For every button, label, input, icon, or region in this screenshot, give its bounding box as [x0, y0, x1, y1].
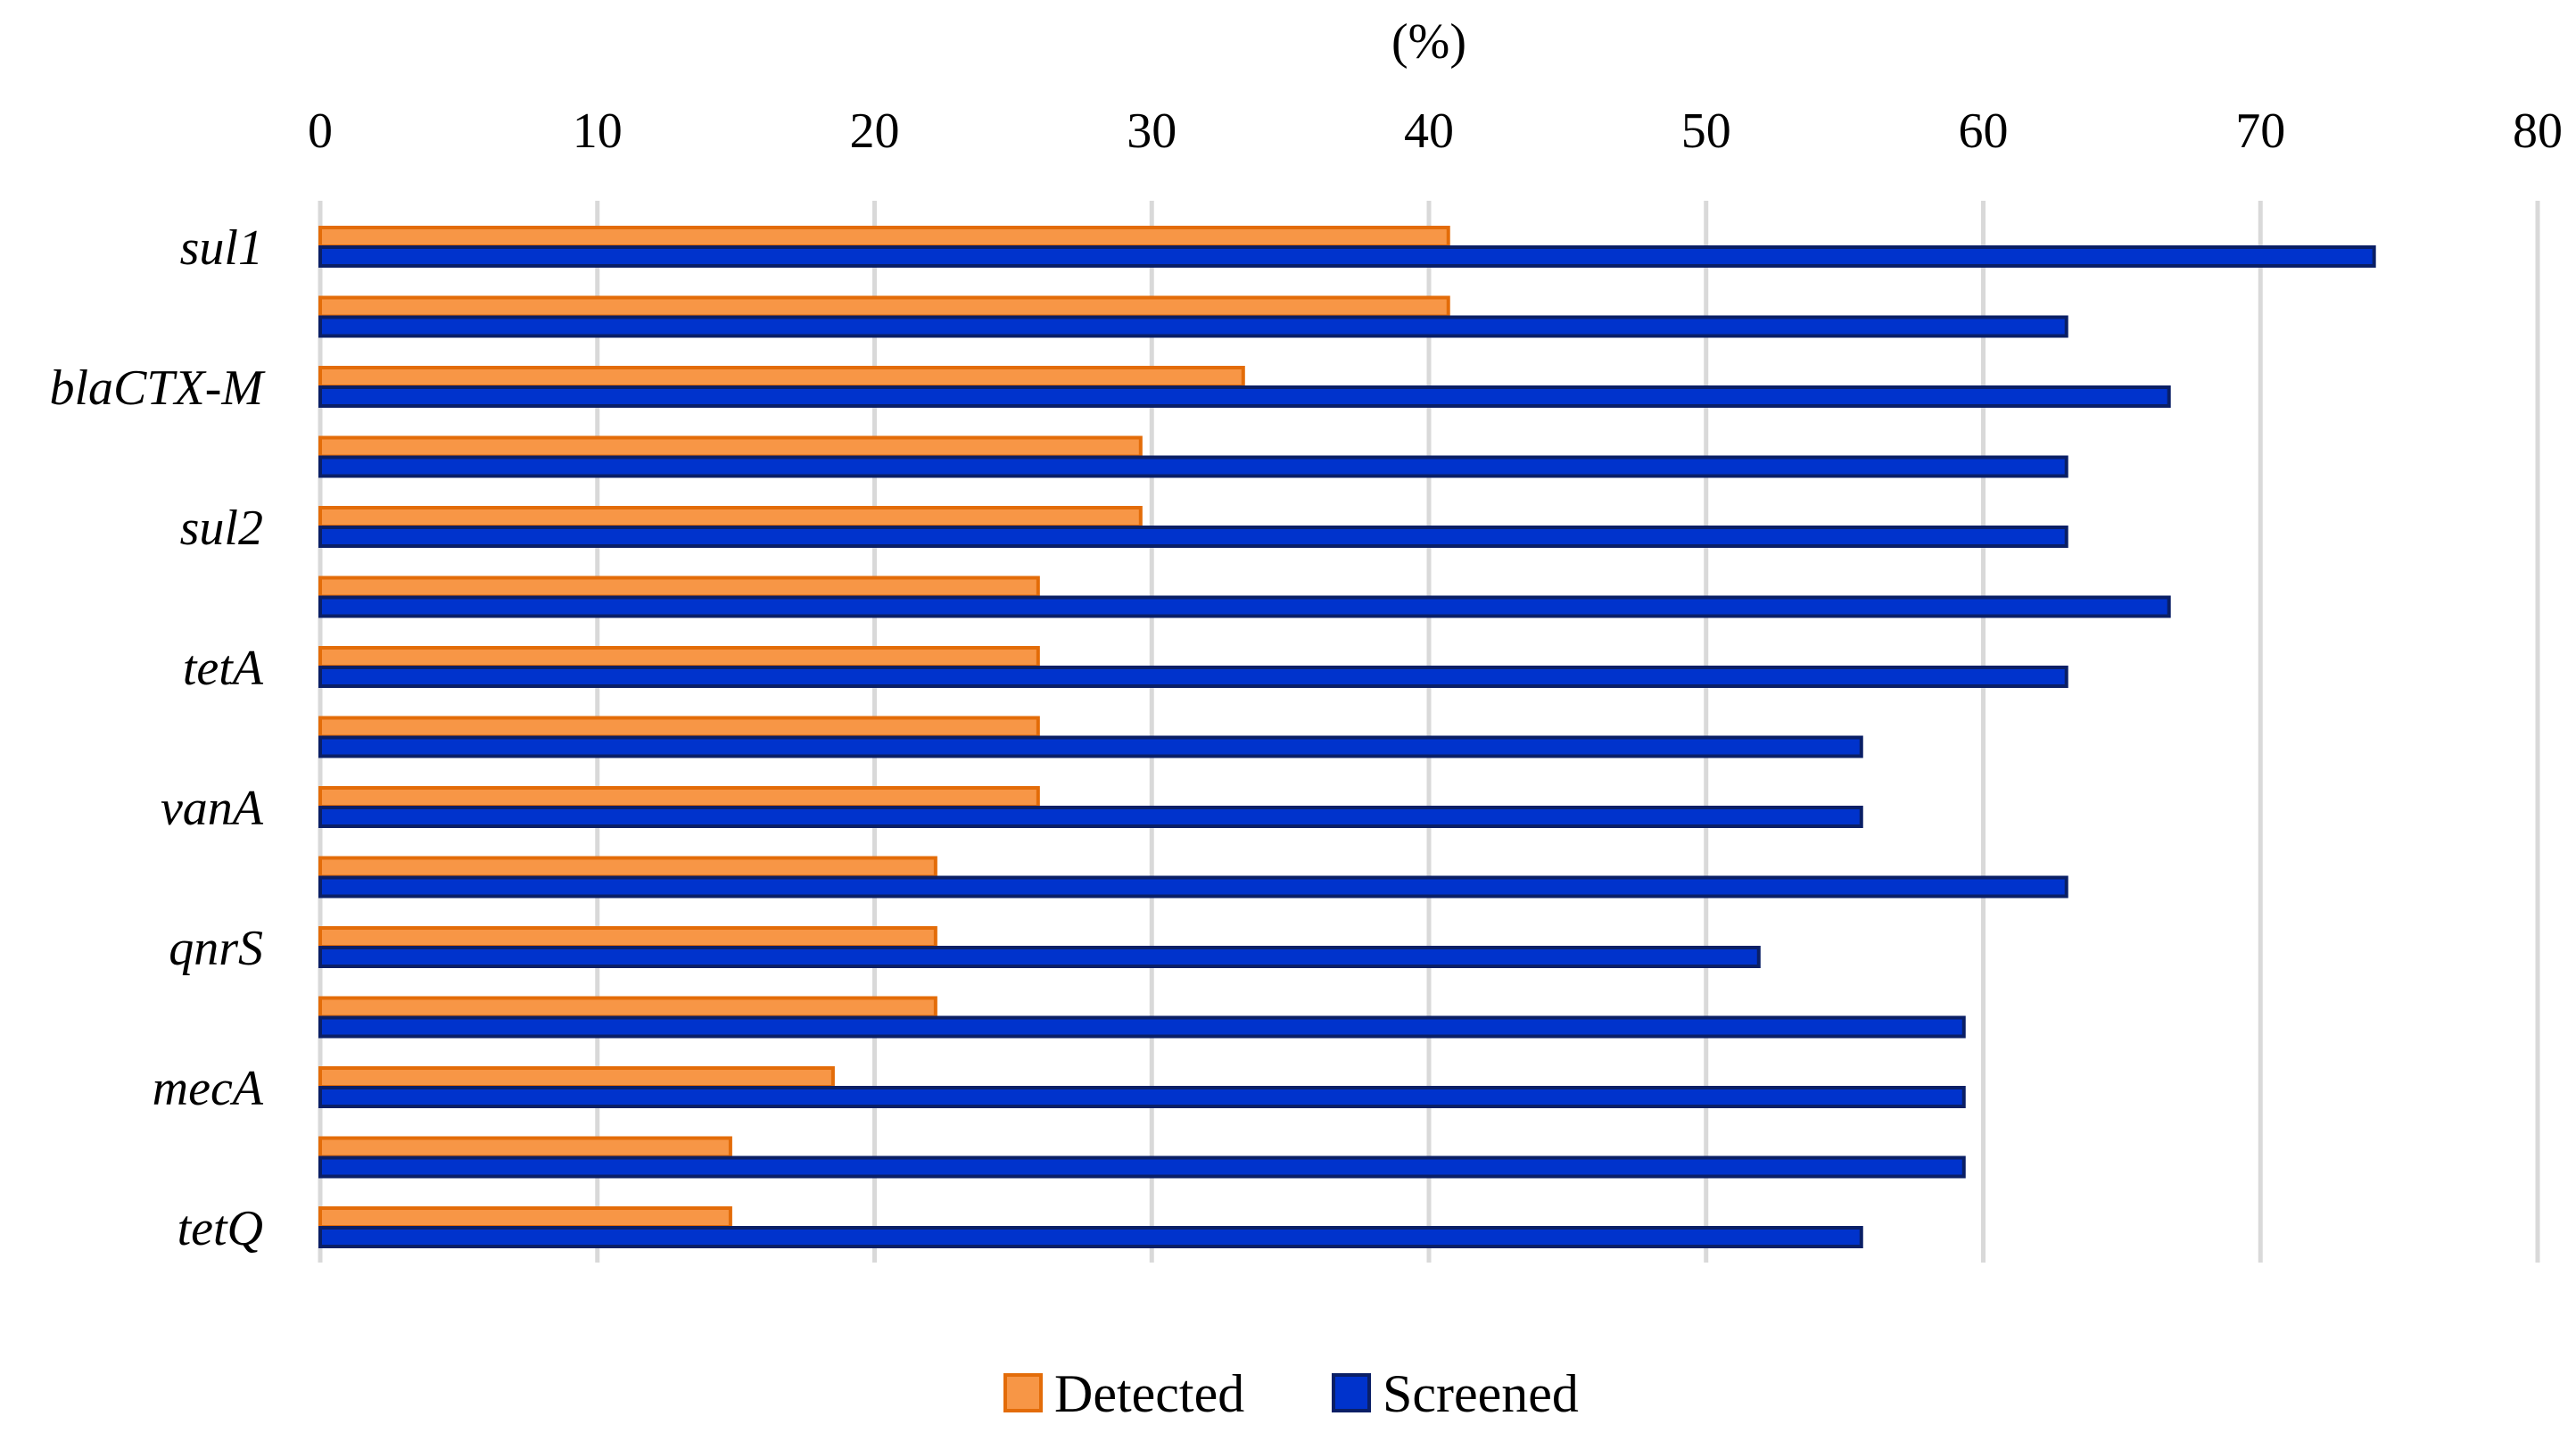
legend-swatch-detected — [1003, 1373, 1043, 1412]
bar-detected-4 — [318, 435, 1143, 459]
x-tick-label: 20 — [850, 104, 900, 159]
x-tick-label: 0 — [308, 104, 333, 159]
bar-detected-2 — [318, 295, 1450, 319]
bar-detected-1 — [318, 226, 1450, 248]
bar-screened-2 — [318, 315, 2068, 338]
legend-label-screened: Screened — [1383, 1364, 1579, 1423]
legend-label-detected: Detected — [1054, 1364, 1244, 1423]
x-tick-label: 70 — [2235, 104, 2285, 159]
bar-detected-7 — [318, 646, 1040, 668]
category-label: sul1 — [180, 220, 263, 276]
bar-detected-10 — [318, 856, 937, 879]
x-tick-label: 80 — [2513, 104, 2563, 159]
category-label: qnrS — [169, 921, 263, 976]
bar-screened-11 — [318, 946, 1761, 968]
y-axis-categories: sul1 blaCTX-M sul2 tetA vanA qnrS mecA tetQ — [49, 220, 266, 1256]
bar-detected-5 — [318, 506, 1143, 528]
category-label: tetQ — [178, 1201, 263, 1256]
bar-screened-7 — [318, 666, 2068, 688]
bar-detected-6 — [318, 576, 1040, 599]
bar-screened-14 — [318, 1155, 1966, 1179]
x-tick-label: 10 — [573, 104, 623, 159]
bar-screened-6 — [318, 595, 2171, 618]
bar-detected-8 — [318, 716, 1040, 739]
bar-detected-15 — [318, 1206, 732, 1229]
category-label: mecA — [153, 1061, 264, 1116]
category-label: tetA — [183, 641, 264, 696]
legend-swatch-screened — [1332, 1373, 1371, 1412]
x-tick-label: 60 — [1959, 104, 2009, 159]
bars — [318, 226, 2376, 1248]
bar-screened-9 — [318, 806, 1863, 828]
bar-detected-13 — [318, 1066, 835, 1089]
bar-screened-1 — [318, 245, 2376, 268]
bar-detected-14 — [318, 1136, 732, 1159]
category-label: sul2 — [180, 501, 263, 556]
x-tick-label: 30 — [1127, 104, 1177, 159]
legend: Detected Screened — [1003, 1364, 1579, 1423]
x-tick-label: 40 — [1404, 104, 1454, 159]
bar-detected-9 — [318, 786, 1040, 808]
bar-detected-12 — [318, 996, 937, 1019]
bar-detected-11 — [318, 926, 937, 948]
x-tick-label: 50 — [1681, 104, 1731, 159]
bar-screened-10 — [318, 875, 2068, 899]
category-label: blaCTX-M — [49, 360, 266, 416]
bar-screened-15 — [318, 1226, 1863, 1248]
bar-screened-3 — [318, 385, 2171, 408]
bar-screened-5 — [318, 526, 2068, 548]
bar-screened-13 — [318, 1086, 1966, 1108]
bar-screened-8 — [318, 735, 1863, 758]
bar-screened-12 — [318, 1015, 1966, 1039]
category-label: vanA — [161, 781, 264, 836]
x-axis-ticks: 0 10 20 30 40 50 60 70 80 — [308, 104, 2563, 159]
bar-screened-4 — [318, 455, 2068, 478]
x-axis-title: (%) — [1391, 14, 1466, 70]
bar-detected-3 — [318, 366, 1245, 388]
